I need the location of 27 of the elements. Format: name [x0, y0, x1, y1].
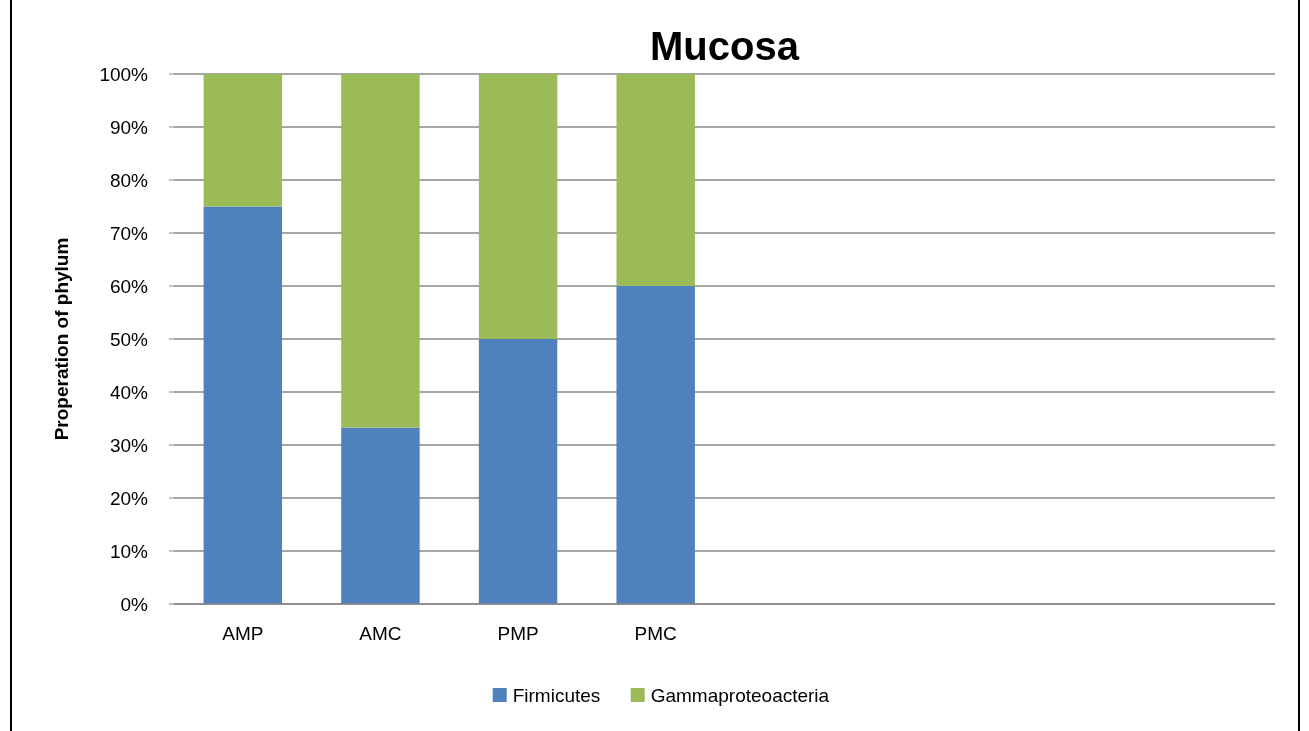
y-tick-label: 50%	[109, 328, 149, 350]
y-tick-label: 60%	[109, 275, 149, 297]
y-tick-label: 90%	[109, 116, 149, 138]
y-axis-title: Properation of phylum	[51, 237, 72, 441]
y-tick-label: 100%	[99, 63, 149, 85]
bar	[616, 74, 695, 286]
x-tick-label: PMC	[634, 623, 677, 644]
y-tick-label: 0%	[120, 593, 149, 615]
y-tick-label: 80%	[109, 169, 149, 191]
y-tick-label: 40%	[109, 381, 149, 403]
bar	[478, 339, 558, 604]
y-tick-label: 10%	[109, 540, 149, 562]
y-tick-label: 70%	[109, 222, 149, 244]
bar	[203, 206, 283, 604]
bar	[478, 74, 558, 339]
x-tick-label: PMP	[497, 623, 539, 644]
x-tick-label: AMP	[222, 623, 264, 644]
legend-label: Firmicutes	[512, 684, 601, 706]
y-tick-label: 30%	[109, 434, 149, 456]
chart-title: Mucosa	[650, 24, 800, 68]
bar	[341, 427, 420, 604]
y-tick-label: 20%	[109, 487, 149, 509]
x-tick-label: AMC	[359, 623, 402, 644]
bar	[341, 74, 420, 428]
bar	[616, 286, 695, 604]
legend-label: Gammaproteoacteria	[650, 684, 830, 706]
bar	[203, 74, 283, 207]
